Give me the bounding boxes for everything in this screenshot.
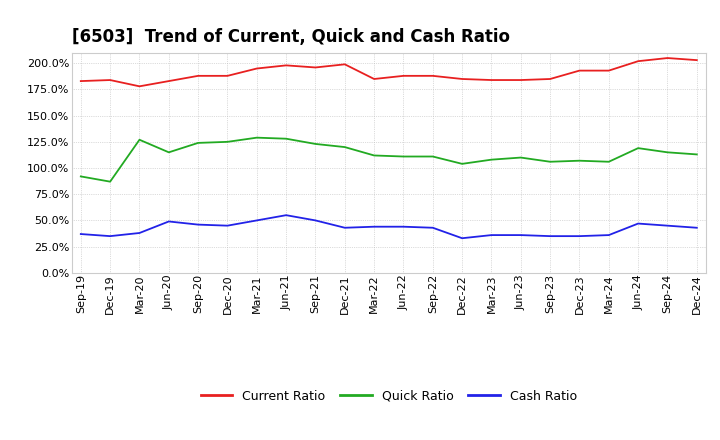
Cash Ratio [253,218,261,223]
Quick Ratio [106,179,114,184]
Line: Cash Ratio: Cash Ratio [81,215,697,238]
Quick Ratio [194,140,202,146]
Quick Ratio [546,159,554,165]
Current Ratio [194,73,202,78]
Quick Ratio [399,154,408,159]
Cash Ratio [194,222,202,227]
Current Ratio [575,68,584,73]
Current Ratio [341,62,349,67]
Quick Ratio [516,155,525,160]
Cash Ratio [76,231,85,237]
Quick Ratio [370,153,379,158]
Current Ratio [634,59,642,64]
Cash Ratio [428,225,437,231]
Quick Ratio [341,144,349,150]
Current Ratio [370,77,379,82]
Quick Ratio [693,152,701,157]
Current Ratio [282,63,290,68]
Quick Ratio [223,139,232,144]
Cash Ratio [135,231,144,236]
Legend: Current Ratio, Quick Ratio, Cash Ratio: Current Ratio, Quick Ratio, Cash Ratio [201,390,577,403]
Current Ratio [164,78,173,84]
Text: [6503]  Trend of Current, Quick and Cash Ratio: [6503] Trend of Current, Quick and Cash … [72,28,510,46]
Quick Ratio [311,141,320,147]
Quick Ratio [458,161,467,166]
Cash Ratio [311,218,320,223]
Current Ratio [223,73,232,78]
Current Ratio [311,65,320,70]
Cash Ratio [399,224,408,229]
Quick Ratio [164,150,173,155]
Cash Ratio [516,232,525,238]
Current Ratio [76,78,85,84]
Cash Ratio [634,221,642,226]
Cash Ratio [458,235,467,241]
Cash Ratio [693,225,701,231]
Line: Quick Ratio: Quick Ratio [81,138,697,182]
Quick Ratio [135,137,144,143]
Cash Ratio [164,219,173,224]
Quick Ratio [253,135,261,140]
Cash Ratio [106,234,114,239]
Cash Ratio [663,223,672,228]
Quick Ratio [575,158,584,163]
Current Ratio [487,77,496,83]
Current Ratio [106,77,114,83]
Line: Current Ratio: Current Ratio [81,58,697,86]
Cash Ratio [282,213,290,218]
Cash Ratio [341,225,349,231]
Current Ratio [663,55,672,61]
Quick Ratio [487,157,496,162]
Current Ratio [135,84,144,89]
Current Ratio [399,73,408,78]
Current Ratio [605,68,613,73]
Cash Ratio [487,232,496,238]
Cash Ratio [605,232,613,238]
Quick Ratio [428,154,437,159]
Quick Ratio [634,146,642,151]
Current Ratio [693,58,701,63]
Quick Ratio [605,159,613,165]
Cash Ratio [370,224,379,229]
Cash Ratio [546,234,554,239]
Quick Ratio [282,136,290,141]
Current Ratio [458,77,467,82]
Current Ratio [428,73,437,78]
Current Ratio [546,77,554,82]
Current Ratio [516,77,525,83]
Quick Ratio [663,150,672,155]
Cash Ratio [575,234,584,239]
Current Ratio [253,66,261,71]
Quick Ratio [76,174,85,179]
Cash Ratio [223,223,232,228]
